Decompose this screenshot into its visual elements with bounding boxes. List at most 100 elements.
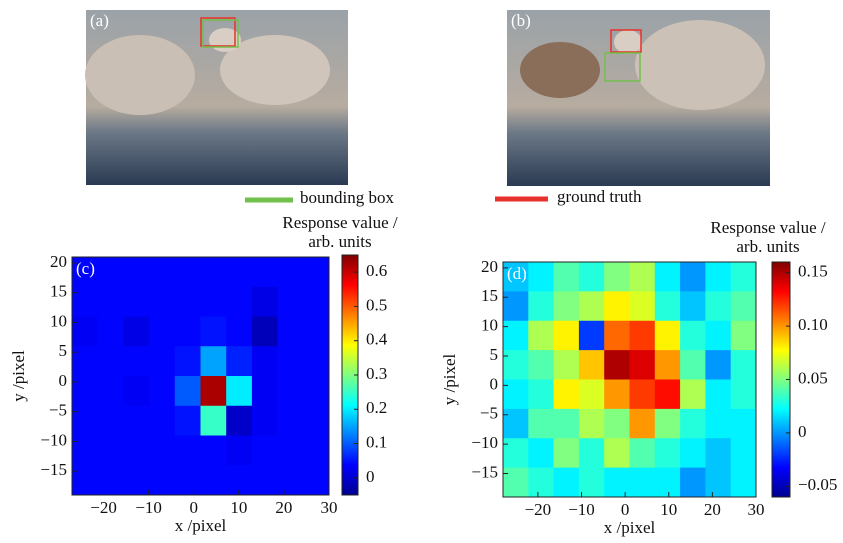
y-axis-label: y /pixel bbox=[9, 350, 28, 402]
heatmap-cell bbox=[201, 406, 227, 436]
heatmap-cell bbox=[705, 262, 731, 292]
heatmap-cell bbox=[278, 376, 304, 406]
heatmap-cell bbox=[201, 346, 227, 376]
heatmap-cell bbox=[705, 291, 731, 321]
y-tick-label: 0 bbox=[490, 374, 499, 393]
heatmap-cell bbox=[72, 317, 98, 347]
heatmap-cell bbox=[579, 468, 605, 498]
heatmap-cell bbox=[278, 465, 304, 495]
heatmap-cell bbox=[579, 438, 605, 468]
heatmap-cell bbox=[278, 317, 304, 347]
y-tick-label: −15 bbox=[471, 462, 498, 481]
x-tick-label: 20 bbox=[704, 500, 721, 519]
x-tick-label: 10 bbox=[230, 498, 247, 517]
x-tick-label: −10 bbox=[568, 500, 595, 519]
heatmap-cell bbox=[503, 350, 529, 380]
y-tick-label: −15 bbox=[40, 460, 67, 479]
heatmap-cell bbox=[201, 287, 227, 317]
photo-label: (b) bbox=[511, 11, 531, 30]
y-tick-label: −5 bbox=[480, 404, 498, 423]
heatmap-cell bbox=[252, 317, 278, 347]
heatmap-cell bbox=[226, 317, 252, 347]
heatmap-cell bbox=[579, 409, 605, 439]
heatmap-cell bbox=[655, 291, 681, 321]
colorbar-title: Response value / bbox=[710, 218, 825, 237]
panel-label: (d) bbox=[507, 264, 527, 283]
heatmap-cell bbox=[528, 468, 554, 498]
heatmap-cell bbox=[72, 436, 98, 466]
heatmap-cell bbox=[630, 262, 656, 292]
heatmap-cell bbox=[731, 291, 757, 321]
x-tick-label: 0 bbox=[189, 498, 198, 517]
heatmap-cell bbox=[579, 262, 605, 292]
heatmap-cell bbox=[303, 317, 329, 347]
heatmap-cell bbox=[579, 291, 605, 321]
heatmap-cell bbox=[278, 287, 304, 317]
heatmap-cell bbox=[303, 406, 329, 436]
heatmap-cell bbox=[123, 257, 149, 287]
heatmap-cell bbox=[149, 317, 175, 347]
heatmap-cell bbox=[705, 409, 731, 439]
heatmap-cell bbox=[680, 468, 706, 498]
heatmap-cell bbox=[554, 380, 580, 410]
heatmap-cell bbox=[503, 321, 529, 351]
x-tick-label: 10 bbox=[660, 500, 677, 519]
heatmap-cell bbox=[528, 438, 554, 468]
heatmap-cell bbox=[123, 406, 149, 436]
y-tick-label: 15 bbox=[481, 286, 498, 305]
heatmap-cell bbox=[149, 376, 175, 406]
heatmap-cell bbox=[226, 376, 252, 406]
colorbar-tick-label: −0.05 bbox=[798, 475, 837, 494]
heatmap-cell bbox=[123, 287, 149, 317]
heatmap-cell bbox=[731, 350, 757, 380]
x-axis-label: x /pixel bbox=[604, 518, 656, 537]
heatmap-cell bbox=[252, 465, 278, 495]
y-tick-label: 20 bbox=[481, 257, 498, 276]
x-tick-label: 30 bbox=[748, 500, 765, 519]
colorbar-tick-label: 0.6 bbox=[366, 261, 387, 280]
heatmap-cell bbox=[98, 406, 124, 436]
heatmap-cell bbox=[705, 438, 731, 468]
heatmap-cell bbox=[226, 287, 252, 317]
heatmap-cell bbox=[278, 406, 304, 436]
heatmap-cell bbox=[604, 468, 630, 498]
heatmap-cell bbox=[72, 376, 98, 406]
heatmap-cell bbox=[731, 380, 757, 410]
colorbar-tick-label: 0.10 bbox=[798, 315, 828, 334]
heatmap-cell bbox=[731, 468, 757, 498]
colorbar-tick-label: 0.2 bbox=[366, 398, 387, 417]
heatmap-cell bbox=[98, 376, 124, 406]
photo-label: (a) bbox=[90, 11, 109, 30]
colorbar-tick-label: 0 bbox=[366, 467, 375, 486]
heatmap-cell bbox=[528, 350, 554, 380]
x-axis-label: x /pixel bbox=[175, 516, 227, 535]
y-tick-label: 15 bbox=[50, 282, 67, 301]
y-tick-label: −10 bbox=[40, 430, 67, 449]
heatmap-cell bbox=[98, 287, 124, 317]
heatmap-cell bbox=[604, 291, 630, 321]
heatmap-cell bbox=[554, 350, 580, 380]
heatmap-cell bbox=[278, 436, 304, 466]
heatmap-cell bbox=[123, 346, 149, 376]
colorbar-tick-label: 0.1 bbox=[366, 432, 387, 451]
heatmap-cell bbox=[680, 262, 706, 292]
heatmap-cell bbox=[175, 317, 201, 347]
heatmap-cell bbox=[201, 257, 227, 287]
heatmap-cell bbox=[579, 321, 605, 351]
heatmap-cell bbox=[554, 468, 580, 498]
heatmap-cell bbox=[503, 380, 529, 410]
figure: (a) (b) bounding box ground truth −20−10… bbox=[0, 0, 843, 538]
heatmap-cell bbox=[655, 321, 681, 351]
x-tick-label: 20 bbox=[275, 498, 292, 517]
heatmap-cell bbox=[655, 262, 681, 292]
heatmap-cell bbox=[604, 380, 630, 410]
heatmap-cell bbox=[252, 436, 278, 466]
heatmap-cell bbox=[503, 438, 529, 468]
heatmap-cell bbox=[554, 321, 580, 351]
y-tick-label: −5 bbox=[49, 401, 67, 420]
heatmap-cell bbox=[278, 346, 304, 376]
heatmap-cell bbox=[604, 262, 630, 292]
y-axis-label: y /pixel bbox=[440, 353, 459, 405]
heatmap-cell bbox=[226, 346, 252, 376]
heatmap-cell bbox=[731, 409, 757, 439]
